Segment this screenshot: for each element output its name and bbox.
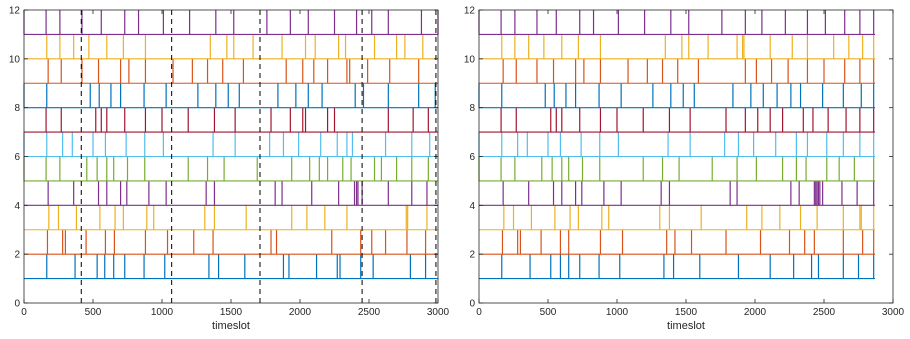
series-11 — [478, 10, 876, 35]
x-axis-label: timeslot — [212, 320, 250, 332]
series-9 — [24, 58, 438, 84]
series-3 — [479, 205, 876, 231]
x-tick-label: 0 — [21, 307, 27, 318]
y-tick-label: 8 — [469, 103, 475, 114]
y-tick-label: 2 — [14, 250, 20, 261]
x-tick-label: 2500 — [358, 307, 381, 318]
x-tick-label: 3000 — [882, 307, 905, 318]
x-axis-label: timeslot — [667, 320, 705, 332]
series-6 — [478, 132, 876, 158]
series-4 — [479, 180, 876, 206]
y-tick-label: 10 — [464, 54, 476, 65]
series-5 — [478, 156, 876, 182]
y-tick-label: 8 — [14, 103, 20, 114]
x-tick-label: 3000 — [427, 307, 450, 318]
x-tick-label: 1000 — [151, 307, 174, 318]
chart-left: 0 500 1000 1500 2000 2500 3000 0 2 4 6 8 10 12 timeslo… — [9, 6, 450, 333]
chart-right: 0 500 1000 1500 2000 2500 3000 0 2 4 6 8 10 12 timeslo… — [464, 6, 905, 333]
y-tick-label: 4 — [14, 201, 20, 212]
series-3 — [24, 205, 438, 231]
series-1 — [24, 254, 438, 280]
series-9 — [479, 58, 876, 84]
x-tick-label: 2500 — [813, 307, 836, 318]
x-tick-label: 1000 — [606, 307, 629, 318]
y-tick-label: 4 — [469, 201, 475, 212]
x-tick-label: 500 — [85, 307, 102, 318]
series-2 — [24, 229, 438, 255]
series-4 — [24, 180, 438, 206]
y-tick-label: 6 — [469, 152, 475, 163]
series-5 — [23, 156, 438, 182]
series-10 — [479, 34, 876, 60]
series-11 — [23, 10, 439, 35]
series-8 — [478, 83, 876, 109]
series-10 — [24, 34, 438, 60]
series-7 — [479, 107, 876, 133]
y-tick-label: 0 — [14, 299, 20, 310]
series-7 — [24, 107, 438, 133]
series-6 — [23, 132, 438, 158]
series-1 — [479, 254, 876, 280]
x-tick-label: 500 — [540, 307, 557, 318]
x-tick-label: 2000 — [744, 307, 767, 318]
series-2 — [479, 229, 876, 255]
y-tick-label: 12 — [464, 6, 476, 17]
x-tick-label: 1500 — [675, 307, 698, 318]
y-tick-label: 12 — [9, 6, 21, 17]
y-tick-label: 2 — [469, 250, 475, 261]
x-tick-label: 1500 — [220, 307, 243, 318]
x-tick-label: 0 — [476, 307, 482, 318]
series-8 — [23, 83, 438, 109]
x-tick-label: 2000 — [289, 307, 312, 318]
y-tick-label: 0 — [469, 299, 475, 310]
y-tick-label: 6 — [14, 152, 20, 163]
y-tick-label: 10 — [9, 54, 21, 65]
